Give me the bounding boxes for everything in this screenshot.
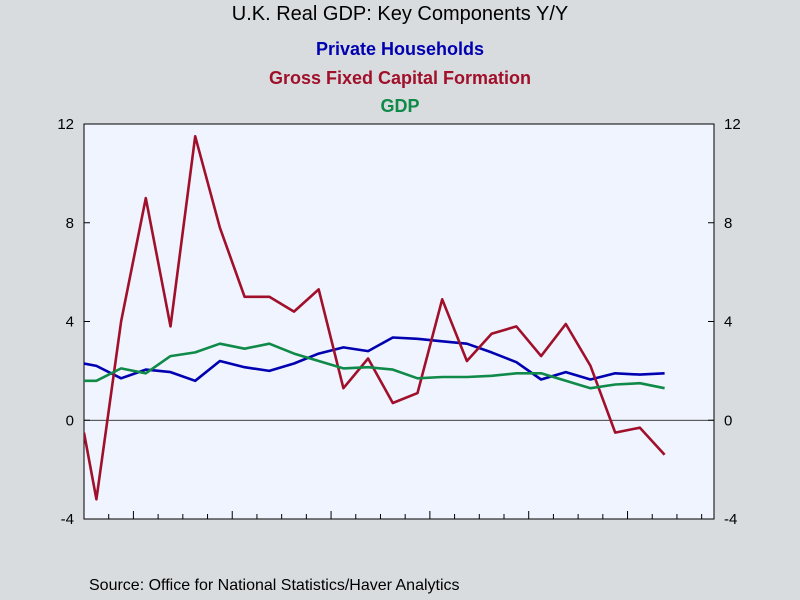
y-tick-label-right: 12 (724, 116, 741, 133)
legend-series-1: Private Households (0, 39, 800, 60)
axes: -4-40044881212131415161718 (57, 116, 741, 528)
series-layer (84, 135, 666, 501)
plot-area (83, 123, 715, 520)
legend-label-gdp: GDP (380, 96, 420, 116)
y-tick-label-left: 4 (66, 314, 74, 331)
y-tick-label-right: -4 (724, 511, 737, 528)
y-tick-label-left: 8 (66, 215, 74, 232)
series-line-gross-fixed-capital-formation (84, 135, 666, 501)
legend-label-private-households: Private Households (315, 39, 485, 59)
series-line-private-households (84, 336, 665, 383)
series-line-gdp (84, 342, 665, 390)
y-tick-label-left: 0 (66, 412, 74, 429)
y-tick-label-right: 4 (724, 314, 732, 331)
y-tick-label-right: 8 (724, 215, 732, 232)
legend-label-gfcf: Gross Fixed Capital Formation (268, 68, 532, 88)
legend-series-3: GDP (0, 96, 800, 117)
y-tick-label-left: -4 (61, 511, 74, 528)
y-tick-label-right: 0 (724, 412, 732, 429)
legend-series-2: Gross Fixed Capital Formation (0, 68, 800, 89)
y-tick-label-left: 12 (57, 116, 74, 133)
source-note: Source: Office for National Statistics/H… (89, 577, 460, 594)
chart-title: U.K. Real GDP: Key Components Y/Y (231, 3, 569, 25)
